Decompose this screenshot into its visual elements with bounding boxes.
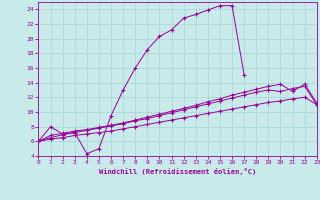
X-axis label: Windchill (Refroidissement éolien,°C): Windchill (Refroidissement éolien,°C)	[99, 168, 256, 175]
